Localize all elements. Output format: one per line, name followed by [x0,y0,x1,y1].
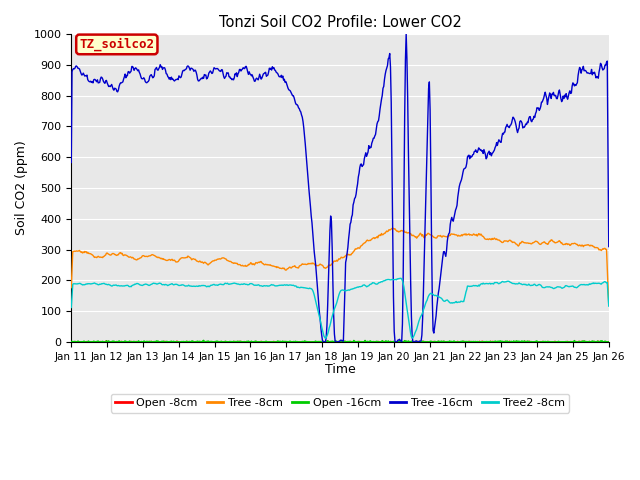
Y-axis label: Soil CO2 (ppm): Soil CO2 (ppm) [15,141,28,235]
Legend: Open -8cm, Tree -8cm, Open -16cm, Tree -16cm, Tree2 -8cm: Open -8cm, Tree -8cm, Open -16cm, Tree -… [111,394,569,412]
X-axis label: Time: Time [324,363,355,376]
Text: TZ_soilco2: TZ_soilco2 [79,38,154,51]
Title: Tonzi Soil CO2 Profile: Lower CO2: Tonzi Soil CO2 Profile: Lower CO2 [219,15,461,30]
